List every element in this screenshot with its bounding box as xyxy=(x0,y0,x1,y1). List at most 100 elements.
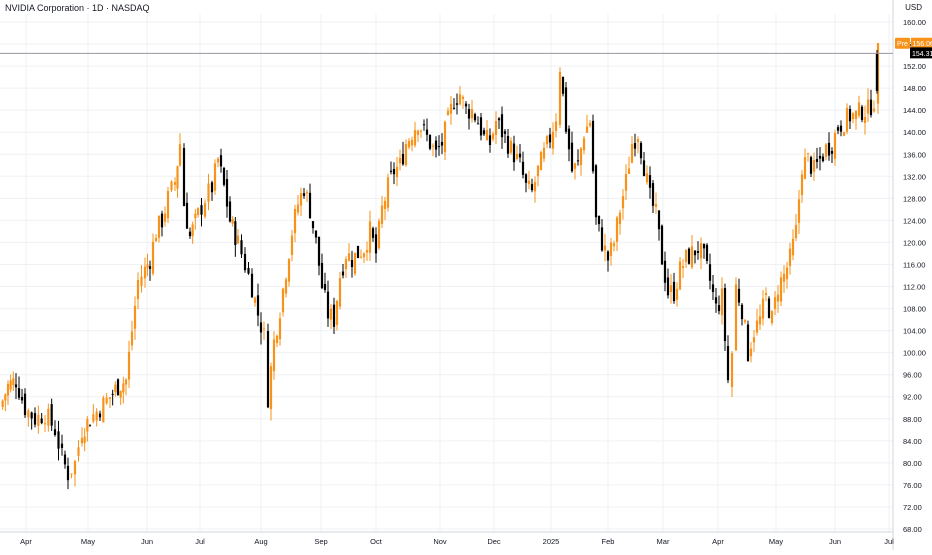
y-tick-label: 136.00 xyxy=(903,150,926,159)
candle-body xyxy=(131,332,133,346)
candle-body xyxy=(679,261,681,289)
candle-down xyxy=(568,125,570,161)
candle-body xyxy=(15,384,17,387)
candle-body xyxy=(117,379,119,395)
candle-up xyxy=(152,233,154,275)
candle-down xyxy=(441,133,443,154)
candle-body xyxy=(819,156,821,159)
candle-down xyxy=(31,411,33,429)
candle-up xyxy=(288,258,290,287)
candle-body xyxy=(158,216,160,238)
candle-up xyxy=(619,210,621,235)
candle-down xyxy=(828,132,830,160)
candle-up xyxy=(158,215,160,242)
candle-down xyxy=(112,390,114,406)
candle-up xyxy=(580,147,582,176)
candle-up xyxy=(756,309,758,336)
candle-body xyxy=(369,222,371,253)
candle-up xyxy=(366,241,368,260)
y-tick-label: 144.00 xyxy=(903,106,926,115)
candle-down xyxy=(390,162,392,175)
candle-down xyxy=(117,378,119,396)
candle-body xyxy=(291,236,293,255)
candle-body xyxy=(601,227,603,250)
candle-body xyxy=(534,182,536,191)
candle-up xyxy=(691,235,693,269)
candle-down xyxy=(211,181,213,201)
candle-down xyxy=(738,279,740,306)
candle-body xyxy=(655,204,657,207)
candle-body xyxy=(631,144,633,162)
candle-body xyxy=(471,109,473,118)
candle-body xyxy=(543,148,545,159)
y-tick-label: 128.00 xyxy=(903,194,926,203)
chart-title: NVIDIA Corporation · 1D · NASDAQ xyxy=(5,3,150,13)
candle-body xyxy=(712,284,714,292)
candle-body xyxy=(718,305,720,311)
candle-body xyxy=(438,146,440,147)
candle-body xyxy=(37,415,39,426)
candle-up xyxy=(783,265,785,293)
candle-down xyxy=(89,424,91,426)
candle-down xyxy=(519,144,521,162)
candle-body xyxy=(194,214,196,219)
candle-body xyxy=(586,126,588,132)
candle-body xyxy=(589,123,591,126)
candle-body xyxy=(667,278,669,296)
y-tick-label: 160.00 xyxy=(903,18,926,27)
candle-body xyxy=(583,138,585,150)
candle-body xyxy=(685,250,687,262)
candle-down xyxy=(393,162,395,184)
candle-body xyxy=(211,182,213,192)
candle-body xyxy=(549,134,551,142)
candle-up xyxy=(92,404,94,423)
candle-down xyxy=(601,219,603,252)
candle-body xyxy=(387,177,389,207)
candle-body xyxy=(810,157,812,174)
candle-body xyxy=(747,324,749,361)
candle-body xyxy=(357,246,359,258)
candle-body xyxy=(354,253,356,274)
candle-up xyxy=(537,165,539,186)
candle-body xyxy=(691,246,693,267)
candle-down xyxy=(816,148,818,169)
candle-up xyxy=(387,174,389,212)
candle-body xyxy=(390,171,392,172)
candle-body xyxy=(453,108,455,109)
candle-body xyxy=(186,203,188,229)
candle-body xyxy=(86,419,88,432)
candle-down xyxy=(565,82,567,134)
candle-body xyxy=(735,284,737,350)
candle-body xyxy=(12,378,14,385)
candle-down xyxy=(673,273,675,304)
candle-up xyxy=(84,428,86,451)
candle-body xyxy=(174,182,176,185)
candle-body xyxy=(89,425,91,426)
candle-body xyxy=(92,414,94,421)
candle-up xyxy=(405,139,407,167)
candle-body xyxy=(465,104,467,107)
candle-body xyxy=(152,242,154,274)
candle-body xyxy=(114,385,116,393)
candle-body xyxy=(552,132,554,149)
y-tick-label: 84.00 xyxy=(903,437,922,446)
candle-up xyxy=(852,112,854,123)
candle-down xyxy=(257,284,259,327)
candle-up xyxy=(471,100,473,123)
candle-body xyxy=(294,209,296,233)
candle-body xyxy=(57,431,59,448)
candle-body xyxy=(183,148,185,206)
candle-body xyxy=(273,340,275,372)
candle-down xyxy=(342,264,344,278)
candle-down xyxy=(703,244,705,259)
candle-up xyxy=(655,193,657,214)
candle-down xyxy=(372,227,374,242)
candle-down xyxy=(667,268,669,298)
candle-down xyxy=(309,184,311,219)
candle-body xyxy=(312,221,314,228)
candle-body xyxy=(402,154,404,164)
candle-up xyxy=(348,243,350,262)
candle-down xyxy=(226,170,228,218)
